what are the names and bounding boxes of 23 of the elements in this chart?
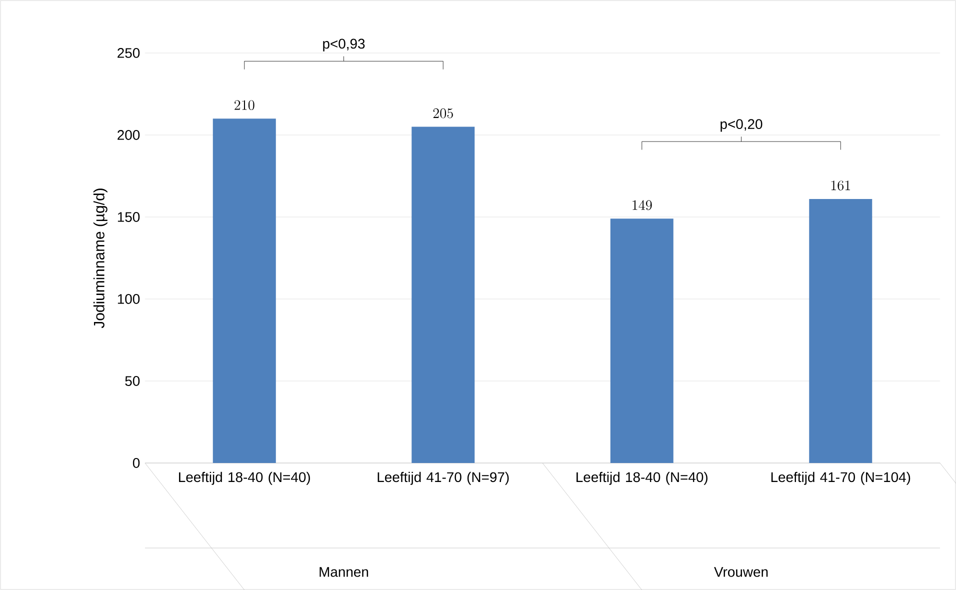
data-label: 210 <box>234 100 254 110</box>
x-tick-label: Leeftijd 41-70 (N=97) <box>378 472 509 485</box>
bar <box>809 198 872 463</box>
y-tick-label: 0 <box>132 458 140 468</box>
y-tick-label: 50 <box>125 376 140 386</box>
data-label: 161 <box>831 180 850 190</box>
y-axis-title: Jodiuminname (µg/d) <box>93 188 108 328</box>
y-tick-label: 200 <box>118 130 140 140</box>
text: Mannen <box>320 567 368 577</box>
bar <box>610 218 674 463</box>
annotation: p<0,20 <box>720 119 762 132</box>
y-tick-label: 250 <box>118 48 140 58</box>
bar <box>212 118 276 463</box>
data-label: 205 <box>433 108 453 118</box>
data-label: 149 <box>632 200 652 210</box>
y-tick-label: 100 <box>118 294 140 304</box>
x-tick-label: Leeftijd 18-40 (N=40) <box>576 472 708 485</box>
text: Vrouwen <box>714 567 768 577</box>
bar <box>412 126 475 463</box>
x-tick-label: Leeftijd 41-70 (N=104) <box>771 472 910 485</box>
text: p<0,93 <box>323 38 365 52</box>
x-tick-label: Leeftijd 18-40 (N=40) <box>179 472 310 485</box>
y-tick-label: 150 <box>118 212 140 222</box>
